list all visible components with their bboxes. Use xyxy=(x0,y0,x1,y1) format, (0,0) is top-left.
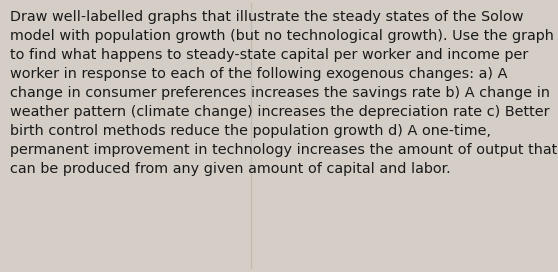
Text: Draw well-labelled graphs that illustrate the steady states of the Solow model w: Draw well-labelled graphs that illustrat… xyxy=(10,10,557,176)
